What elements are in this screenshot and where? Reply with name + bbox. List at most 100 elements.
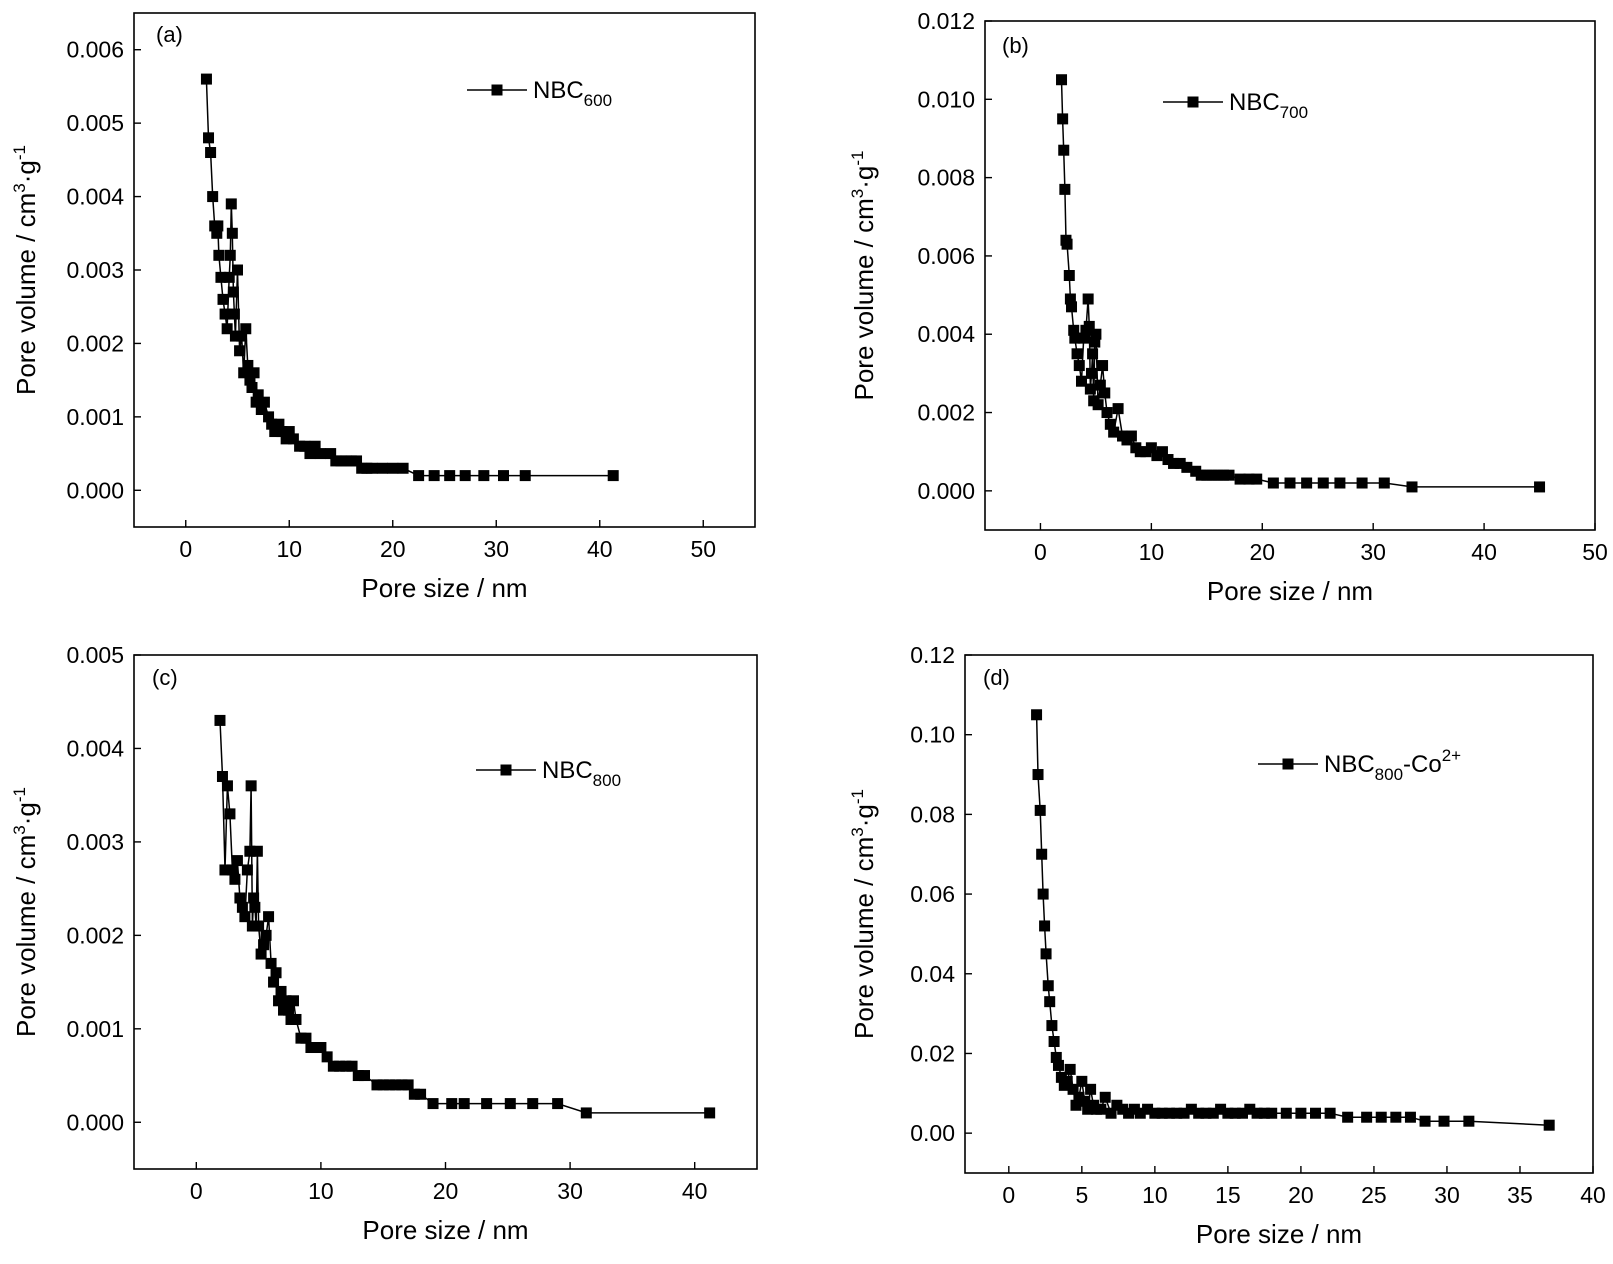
y-axis-title: Pore volume / cm3·g-1 (848, 150, 879, 400)
data-point (1334, 477, 1346, 489)
data-point (1059, 183, 1071, 195)
data-point (1057, 113, 1069, 125)
data-point (1185, 1103, 1197, 1115)
data-point (383, 1079, 395, 1091)
x-tick-label: 20 (1288, 1182, 1314, 1208)
series-line (1060, 79, 1540, 488)
legend-marker (1282, 758, 1294, 770)
chart-panel-b: 0 10 20 30 40 50 0.000 0.002 0.004 0.006 0.008 0.01… (848, 8, 1608, 606)
data-point (1375, 1111, 1387, 1123)
data-point (1082, 1103, 1094, 1115)
x-tick-label: 50 (1582, 539, 1608, 565)
data-point (234, 345, 246, 357)
data-point (1052, 1059, 1064, 1071)
data-point (266, 418, 278, 430)
y-tick-label: 0.001 (66, 1016, 124, 1042)
legend: NBC700 (1163, 89, 1308, 122)
plot-frame (964, 654, 1594, 1174)
data-point (1280, 1107, 1292, 1119)
data-point (248, 892, 260, 904)
data-point (1356, 477, 1368, 489)
data-point (304, 448, 316, 460)
data-point (1036, 848, 1048, 860)
data-point (1031, 709, 1043, 721)
data-point (402, 1079, 414, 1091)
data-point (1071, 348, 1083, 360)
data-point (1078, 332, 1090, 344)
data-point (1162, 454, 1174, 466)
data-point (1069, 332, 1081, 344)
data-point (1044, 996, 1056, 1008)
data-point (1215, 1103, 1227, 1115)
data-point (1145, 442, 1157, 454)
data-point (504, 1098, 516, 1110)
data-point (236, 901, 248, 913)
legend-label-main: NBC (1324, 751, 1375, 778)
y-tick-label: 0.003 (66, 257, 124, 283)
data-point (221, 780, 233, 792)
data-point (1168, 457, 1180, 469)
data-point (1050, 1051, 1062, 1063)
data-point (227, 286, 239, 298)
data-point (214, 714, 226, 726)
data-point (224, 808, 236, 820)
data-point (376, 462, 388, 474)
panel-label: (b) (1002, 33, 1029, 58)
x-tick-label: 20 (1249, 539, 1275, 565)
data-point (1064, 1063, 1076, 1075)
data-point (1193, 1107, 1205, 1119)
data-point (1390, 1111, 1402, 1123)
data-point (219, 308, 231, 320)
y-tick-label: 0.002 (66, 330, 124, 356)
data-point (458, 1098, 470, 1110)
legend-label-subscript: 700 (1280, 103, 1308, 122)
data-point (478, 470, 490, 482)
x-tick-label: 0 (190, 1178, 203, 1204)
x-axis-title: Pore size / nm (1196, 1219, 1362, 1249)
data-point (428, 470, 440, 482)
x-tick-label: 30 (1360, 539, 1386, 565)
data-point (269, 426, 281, 438)
legend-label-superscript: 2+ (1442, 746, 1461, 765)
data-point (580, 1107, 592, 1119)
legend-label: NBC700 (1229, 89, 1308, 122)
data-point (270, 967, 282, 979)
y-axis-title-sup-3: 3 (848, 827, 867, 836)
data-point (1543, 1119, 1555, 1131)
data-point (1163, 1107, 1175, 1119)
legend-label-main: NBC (533, 77, 584, 104)
data-point (396, 1079, 408, 1091)
data-point (300, 1032, 312, 1044)
data-point (1324, 1107, 1336, 1119)
data-point (1195, 469, 1207, 481)
data-point (205, 147, 217, 159)
data-point (252, 389, 264, 401)
data-point (340, 1060, 352, 1072)
y-axis-title-sup-neg1: -1 (848, 150, 867, 165)
y-tick-label: 0.005 (66, 110, 124, 136)
data-point (239, 911, 251, 923)
series-line (219, 720, 710, 1114)
y-tick-label: 0.010 (917, 86, 975, 112)
y-axis-title-mid: ·g (11, 160, 41, 183)
data-point (352, 1070, 364, 1082)
data-point (1056, 74, 1068, 86)
data-point (1156, 1107, 1168, 1119)
data-point (244, 845, 256, 857)
y-tick-label: 0.008 (917, 165, 975, 191)
data-point (241, 864, 253, 876)
y-tick-label: 0.012 (917, 8, 975, 34)
data-point (1061, 1075, 1073, 1087)
data-point (1229, 1107, 1241, 1119)
data-point (253, 920, 265, 932)
data-point (1068, 324, 1080, 336)
data-point (245, 780, 257, 792)
y-axis-title-sup-neg1: -1 (10, 145, 29, 160)
data-point (415, 1088, 427, 1100)
data-point (1066, 301, 1078, 313)
data-point (1217, 469, 1229, 481)
data-point (1082, 293, 1094, 305)
data-point (1463, 1115, 1475, 1127)
data-point (290, 1013, 302, 1025)
